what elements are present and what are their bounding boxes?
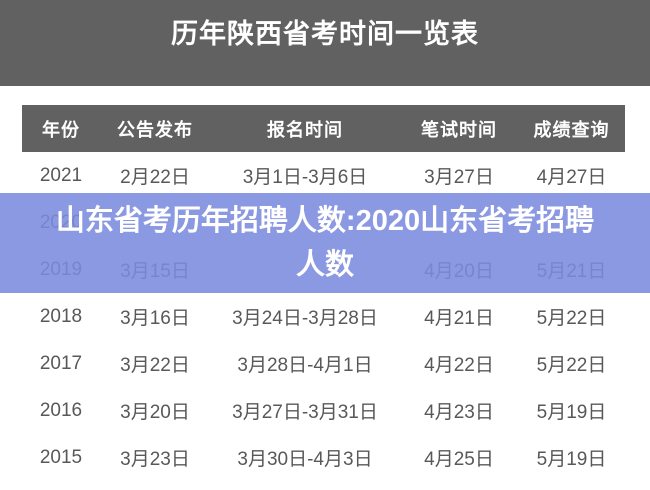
table-header: 年份 公告发布 报名时间 笔试时间 成绩查询 — [22, 105, 625, 152]
cell-exam: 4月22日 — [424, 355, 494, 376]
cell-signup: 3月30日-4月3日 — [237, 449, 373, 470]
title-banner: 历年陕西省考时间一览表 — [0, 0, 650, 86]
exam-schedule-table: 年份 公告发布 报名时间 笔试时间 成绩查询 2021 2月22日 3月1日-3… — [22, 105, 625, 481]
cell-year: 2016 — [39, 399, 83, 421]
cell-signup: 3月24日-3月28日 — [232, 308, 378, 329]
table-row: 2018 3月16日 3月24日-3月28日 4月21日 5月22日 — [22, 293, 625, 340]
cell-year: 2015 — [39, 446, 83, 468]
column-header-exam: 笔试时间 — [400, 105, 518, 152]
cell-notice: 2月22日 — [120, 167, 190, 188]
column-header-year: 年份 — [22, 105, 100, 152]
table-row: 2017 3月22日 3月28日-4月1日 4月22日 5月22日 — [22, 340, 625, 387]
cell-notice: 3月16日 — [120, 308, 190, 329]
cell-exam: 4月25日 — [424, 449, 494, 470]
column-header-signup: 报名时间 — [210, 105, 400, 152]
cell-notice: 3月23日 — [120, 449, 190, 470]
cell-notice: 3月20日 — [120, 402, 190, 423]
overlay-caption-band — [0, 193, 650, 293]
cell-signup: 3月1日-3月6日 — [242, 167, 368, 188]
column-header-result: 成绩查询 — [518, 105, 625, 152]
cell-exam: 4月21日 — [424, 308, 494, 329]
table-row: 2021 2月22日 3月1日-3月6日 3月27日 4月27日 — [22, 152, 625, 199]
cell-result: 5月19日 — [536, 402, 607, 423]
cell-exam: 3月27日 — [424, 167, 494, 188]
table-row: 2015 3月23日 3月30日-4月3日 4月25日 5月19日 — [22, 434, 625, 481]
cell-year: 2021 — [39, 164, 83, 186]
table-header-row: 年份 公告发布 报名时间 笔试时间 成绩查询 — [22, 105, 625, 152]
cell-signup: 3月27日-3月31日 — [232, 402, 378, 423]
cell-result: 4月27日 — [536, 167, 607, 188]
page-title: 历年陕西省考时间一览表 — [171, 19, 479, 49]
cell-exam: 4月23日 — [424, 402, 494, 423]
cell-year: 2017 — [39, 352, 83, 374]
cell-notice: 3月22日 — [120, 355, 190, 376]
cell-signup: 3月28日-4月1日 — [237, 355, 373, 376]
cell-year: 2018 — [39, 305, 83, 327]
table-row: 2016 3月20日 3月27日-3月31日 4月23日 5月19日 — [22, 387, 625, 434]
cell-result: 5月22日 — [536, 355, 607, 376]
cell-result: 5月22日 — [536, 308, 607, 329]
cell-result: 5月19日 — [536, 449, 607, 470]
column-header-notice: 公告发布 — [100, 105, 210, 152]
